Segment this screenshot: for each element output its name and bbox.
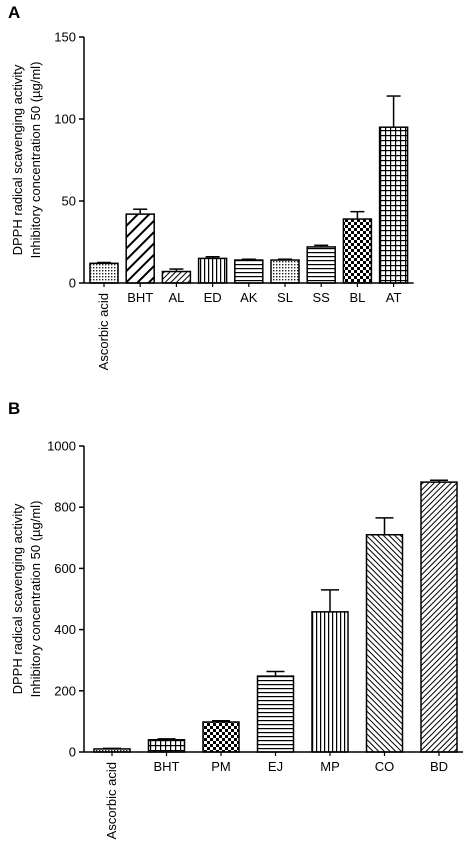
chart-panel-a: A DPPH radical scavenging activity Inhibit…	[8, 3, 414, 370]
y-tick-label: 600	[54, 561, 76, 576]
chart-panel-b: B DPPH radical scavenging activity Inhibit…	[8, 399, 463, 839]
bar-al	[161, 270, 192, 284]
y-axis-label: Inhibitory concentration 50 (µg/ml)	[28, 62, 43, 259]
bar-ak	[234, 259, 264, 284]
x-tick-label: SS	[313, 290, 331, 305]
y-tick-label: 800	[54, 500, 76, 515]
x-tick-label: Ascorbic acid	[96, 293, 111, 370]
x-tick-label: AT	[386, 290, 402, 305]
y-tick-label: 150	[54, 30, 76, 45]
x-tick-label: PM	[211, 759, 231, 774]
x-tick-label: EJ	[268, 759, 283, 774]
x-tick-label: Ascorbic acid	[104, 762, 119, 839]
y-axis-label: DPPH radical scavenging activity	[10, 64, 25, 255]
panel-letter: A	[8, 3, 20, 22]
x-tick-label: MP	[320, 759, 340, 774]
x-tick-label: BL	[349, 290, 365, 305]
bar-mp	[311, 611, 349, 753]
bar-at	[378, 126, 409, 284]
panel-letter: B	[8, 399, 20, 418]
x-tick-label: BHT	[127, 290, 153, 305]
bar-ss	[306, 246, 336, 284]
y-tick-label: 100	[54, 112, 76, 127]
y-tick-label: 50	[62, 194, 76, 209]
y-axis-label: Inhibitory concentration 50 (µg/ml)	[28, 501, 43, 698]
bar-pm	[202, 721, 240, 753]
bar-bht	[125, 213, 155, 284]
x-tick-label: SL	[277, 290, 293, 305]
x-tick-label: BD	[430, 759, 448, 774]
bar-bd	[420, 481, 458, 753]
x-tick-label: AL	[168, 290, 184, 305]
y-tick-label: 0	[69, 276, 76, 291]
y-tick-label: 200	[54, 683, 76, 698]
y-tick-label: 0	[69, 745, 76, 760]
bar-sl	[270, 259, 300, 284]
bar-ascorbic-acid	[89, 262, 119, 284]
x-tick-label: ED	[204, 290, 222, 305]
y-tick-label: 1000	[47, 439, 76, 454]
y-axis-label: DPPH radical scavenging activity	[10, 503, 25, 694]
x-tick-label: CO	[375, 759, 395, 774]
bar-ed	[197, 257, 228, 284]
bar-ej	[256, 675, 295, 753]
bar-bl	[342, 218, 373, 284]
bar-bht	[147, 739, 186, 753]
bar-co	[365, 533, 404, 753]
x-tick-label: BHT	[154, 759, 180, 774]
x-tick-label: AK	[240, 290, 258, 305]
y-tick-label: 400	[54, 622, 76, 637]
